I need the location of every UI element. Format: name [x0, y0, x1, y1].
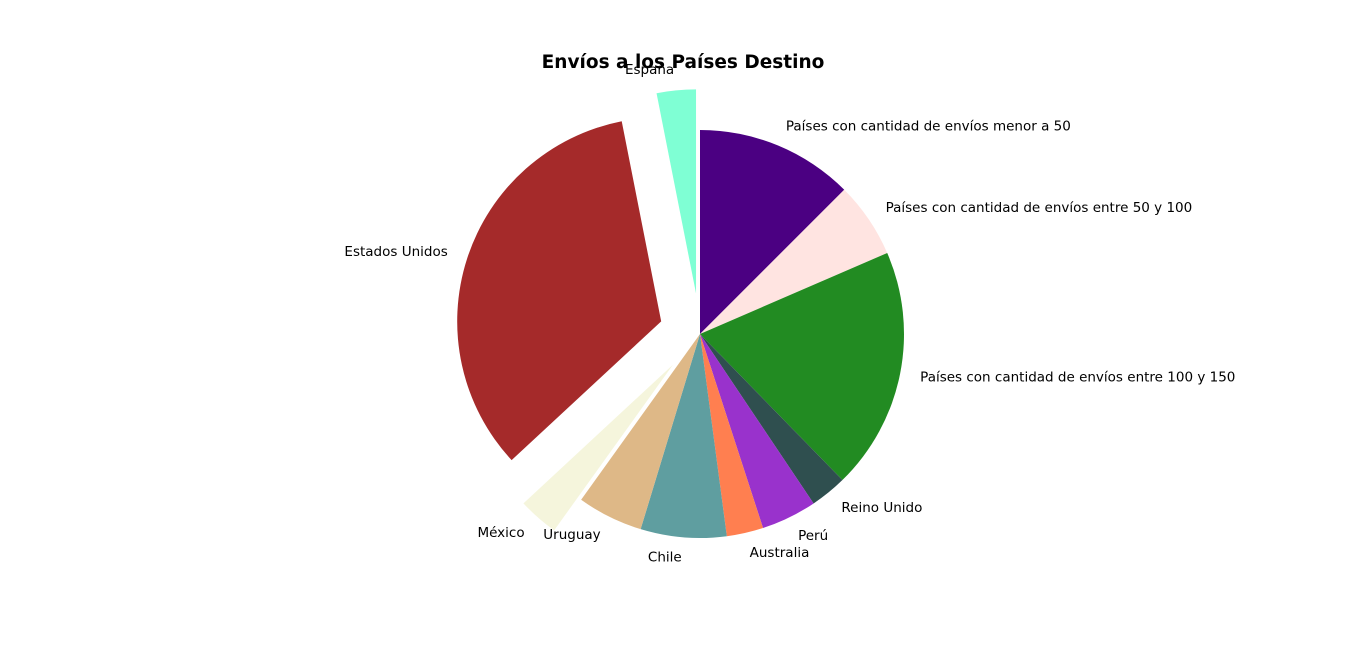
slice-reino-unido	[700, 334, 843, 504]
label-chile: Chile	[648, 550, 682, 566]
labels-layer: Países con cantidad de envíos menor a 50…	[344, 62, 1235, 566]
slice-chile	[640, 334, 727, 538]
label-reino-unido: Reino Unido	[841, 500, 922, 516]
slice-peru	[700, 334, 814, 529]
slice-mexico	[523, 364, 674, 531]
slice-paises-con-cantidad-de-envios-entre-50-y-100	[700, 189, 888, 334]
slice-australia	[700, 334, 764, 537]
label-peru: Perú	[798, 528, 828, 544]
slice-uruguay	[581, 334, 700, 530]
chart-title: Envíos a los Países Destino	[541, 52, 825, 73]
label-paises-con-cantidad-de-envios-menor-a-50: Países con cantidad de envíos menor a 50	[786, 119, 1071, 135]
slice-paises-con-cantidad-de-envios-entre-100-y-150	[700, 252, 904, 481]
slice-paises-con-cantidad-de-envios-menor-a-50	[700, 130, 845, 334]
label-espana: España	[625, 62, 674, 78]
label-paises-con-cantidad-de-envios-entre-50-y-100: Países con cantidad de envíos entre 50 y…	[886, 200, 1193, 216]
label-paises-con-cantidad-de-envios-entre-100-y-150: Países con cantidad de envíos entre 100 …	[920, 369, 1235, 385]
slices-layer	[457, 89, 904, 538]
slice-espana	[656, 89, 697, 294]
slice-estados-unidos	[457, 121, 662, 461]
label-mexico: México	[477, 525, 524, 541]
label-estados-unidos: Estados Unidos	[344, 244, 447, 260]
label-uruguay: Uruguay	[543, 527, 600, 543]
label-australia: Australia	[750, 545, 810, 561]
